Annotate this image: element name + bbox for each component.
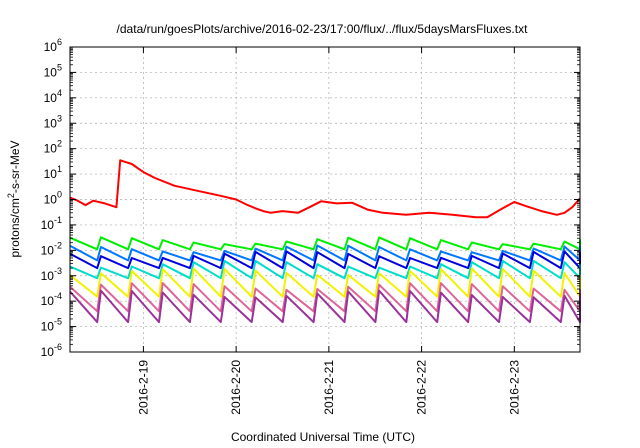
flux-series-line: [69, 236, 581, 251]
y-tick-label: 105: [44, 62, 62, 79]
y-tick-label: 106: [44, 37, 62, 54]
y-tick-label-exponent: 1: [57, 164, 62, 174]
x-tick-label: 2016-2-23: [507, 360, 521, 415]
y-tick-label-exponent: -6: [54, 342, 62, 352]
x-tick-label: 2016-2-19: [136, 360, 150, 415]
y-tick-label-exponent: -3: [54, 266, 62, 276]
x-axis: 2016-2-19 2016-2-20 2016-2-21 2016-2-22 2016…: [136, 47, 521, 415]
grid-lines: [70, 47, 580, 352]
y-tick-label: 101: [44, 164, 62, 181]
flux-series-line: [69, 282, 581, 313]
y-tick-label-exponent: 2: [57, 139, 62, 149]
y-tick-label-base: 10: [41, 320, 55, 334]
flux-series-line: [69, 259, 581, 280]
y-tick-label-base: 10: [44, 167, 58, 181]
y-axis-label-superscript: 2: [6, 193, 16, 198]
y-tick-label-exponent: 4: [57, 88, 62, 98]
x-tick-label: 2016-2-21: [322, 360, 336, 415]
y-tick-label-exponent: 0: [57, 190, 62, 200]
y-tick-label-base: 10: [44, 65, 58, 79]
y-tick-label: 10-3: [41, 266, 62, 283]
y-tick-label-exponent: -4: [54, 291, 62, 301]
flux-series-line: [69, 289, 581, 324]
y-tick-label-base: 10: [41, 243, 55, 257]
y-tick-label: 10-1: [41, 215, 62, 232]
y-tick-label-base: 10: [41, 269, 55, 283]
y-axis-label: protons/cm2-s-sr-MeV: [6, 140, 22, 257]
y-tick-label-base: 10: [41, 345, 55, 359]
x-tick-label: 2016-2-22: [415, 360, 429, 415]
y-tick-label: 104: [44, 88, 62, 105]
y-tick-label-exponent: 6: [57, 37, 62, 47]
x-tick-label: 2016-2-20: [229, 360, 243, 415]
y-tick-label-base: 10: [44, 40, 58, 54]
flux-series-line: [69, 159, 581, 219]
y-tick-label-exponent: -1: [54, 215, 62, 225]
y-tick-label-exponent: -2: [54, 240, 62, 250]
y-axis: 10-610-510-410-310-210-11001011021031041…: [41, 37, 580, 359]
y-tick-label: 10-6: [41, 342, 62, 359]
y-tick-label-base: 10: [44, 116, 58, 130]
y-tick-label-base: 10: [44, 91, 58, 105]
y-tick-label-exponent: 5: [57, 62, 62, 72]
y-tick-label: 10-4: [41, 291, 62, 308]
flux-series-line: [69, 244, 581, 262]
y-tick-label: 102: [44, 139, 62, 156]
y-tick-label-exponent: 3: [57, 113, 62, 123]
y-axis-label-prefix: protons/cm: [8, 198, 22, 257]
y-tick-label: 103: [44, 113, 62, 130]
y-tick-label: 10-5: [41, 317, 62, 334]
data-series: [69, 159, 581, 324]
y-axis-label-suffix: -s-sr-MeV: [8, 140, 22, 193]
flux-series-line: [69, 267, 581, 298]
y-tick-label: 100: [44, 190, 62, 207]
chart-title: /data/run/goesPlots/archive/2016-02-23/1…: [117, 22, 529, 36]
y-tick-label-base: 10: [41, 294, 55, 308]
y-tick-label-base: 10: [41, 218, 55, 232]
x-axis-label: Coordinated Universal Time (UTC): [231, 430, 415, 444]
flux-series-line: [69, 250, 581, 270]
y-tick-label-exponent: -5: [54, 317, 62, 327]
y-tick-label-base: 10: [44, 142, 58, 156]
y-tick-label-base: 10: [44, 193, 58, 207]
y-tick-label: 10-2: [41, 240, 62, 257]
